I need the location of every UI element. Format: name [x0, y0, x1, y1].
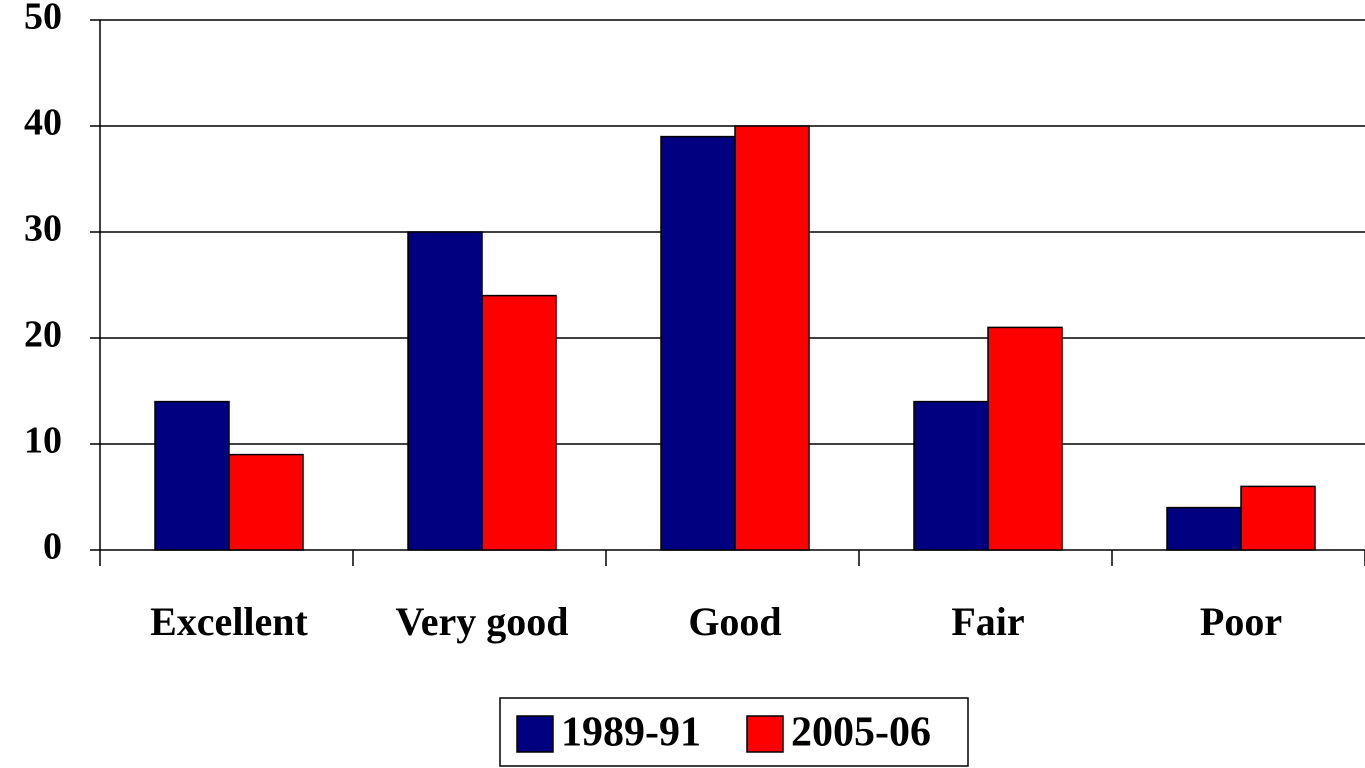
- bar: [987, 326, 1063, 551]
- y-tick-label: 40: [24, 102, 62, 144]
- bar: [228, 453, 304, 551]
- bar: [1240, 485, 1316, 551]
- bar: [734, 125, 810, 551]
- legend-swatch: [746, 715, 784, 753]
- bar: [481, 294, 557, 551]
- y-tick-label: 30: [24, 208, 62, 250]
- bar: [913, 400, 989, 551]
- bar: [660, 135, 736, 551]
- y-tick-label: 10: [24, 420, 62, 462]
- y-tick-label: 0: [43, 526, 62, 568]
- x-tick-label: Good: [688, 599, 781, 644]
- y-tick-label: 50: [24, 0, 62, 38]
- bar: [1166, 506, 1242, 551]
- legend-box: [499, 697, 969, 767]
- legend-swatch: [516, 715, 554, 753]
- y-tick-label: 20: [24, 314, 62, 356]
- x-tick-label: Fair: [951, 599, 1024, 644]
- legend-label: 2005-06: [791, 710, 931, 756]
- bar: [407, 231, 483, 551]
- x-tick-label: Very good: [396, 599, 569, 644]
- legend-label: 1989-91: [561, 710, 701, 756]
- bar: [154, 400, 230, 551]
- x-tick-label: Poor: [1200, 599, 1282, 644]
- x-tick-label: Excellent: [150, 599, 308, 644]
